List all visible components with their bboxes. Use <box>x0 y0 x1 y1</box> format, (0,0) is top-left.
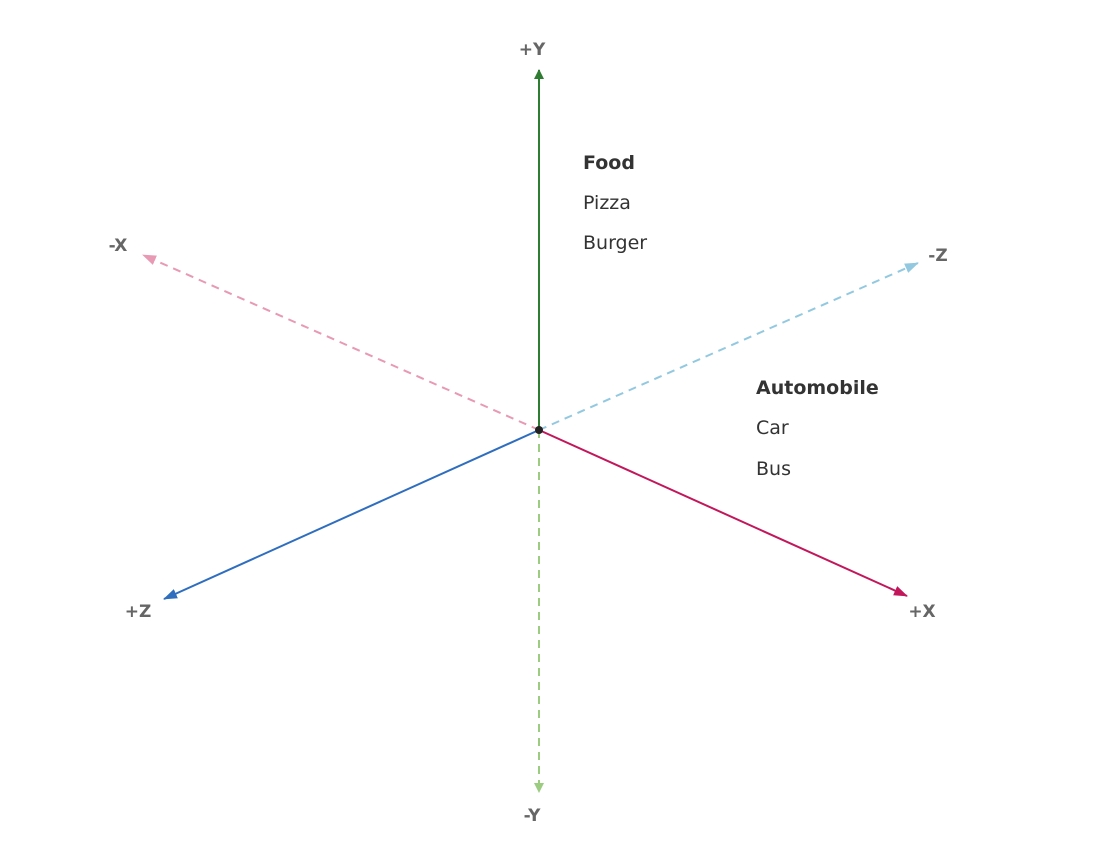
group-item: Burger <box>583 232 647 254</box>
group-item: Bus <box>756 458 791 480</box>
axis-label: -Y <box>524 806 542 826</box>
axis-label: +X <box>908 602 935 622</box>
axis-label: -X <box>109 236 128 256</box>
group-item: Pizza <box>583 192 631 214</box>
axis-label: +Z <box>125 602 152 622</box>
group-title: Food <box>583 152 635 174</box>
axis-minus-z <box>538 262 919 431</box>
group-title: Automobile <box>756 377 879 399</box>
axis-plus-x <box>538 429 908 597</box>
origin <box>535 426 543 434</box>
axis-plus-z <box>163 429 540 600</box>
axis-label: -Z <box>928 246 947 266</box>
axis-minus-x <box>142 254 540 431</box>
axis-label: +Y <box>519 40 546 60</box>
group-item: Car <box>756 417 789 439</box>
